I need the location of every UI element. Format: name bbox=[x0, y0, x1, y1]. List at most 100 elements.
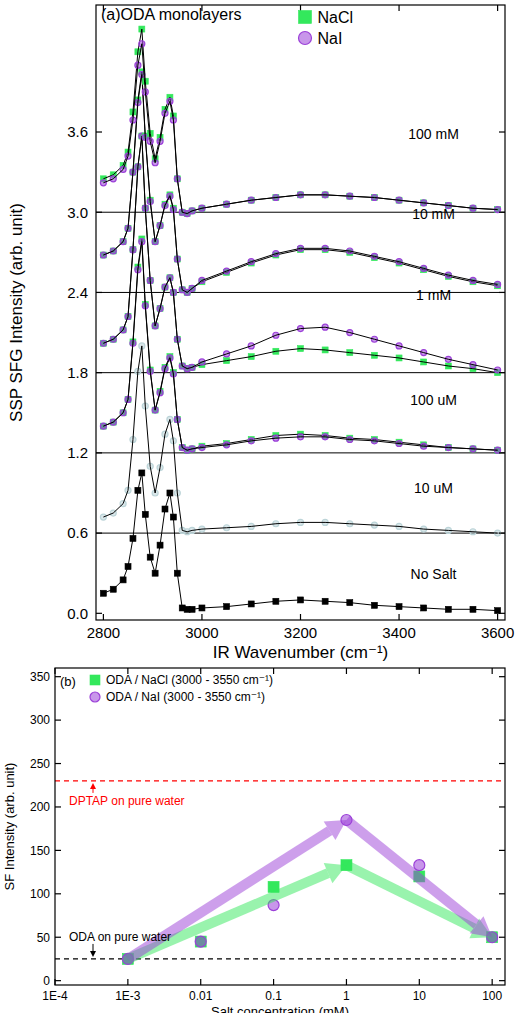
y-tick bbox=[96, 613, 102, 614]
series-line bbox=[103, 239, 497, 450]
annotation: 100 uM bbox=[410, 392, 457, 408]
legend-label: NaCl bbox=[318, 9, 354, 26]
trend-arrow-head bbox=[470, 916, 492, 937]
legend-label: NaI bbox=[318, 30, 343, 47]
y-tick-label: 0 bbox=[43, 974, 50, 988]
x-tick-top bbox=[497, 5, 498, 11]
baseline bbox=[96, 452, 505, 453]
legend-marker bbox=[90, 675, 100, 685]
data-point bbox=[195, 936, 206, 947]
y-tick-right bbox=[499, 806, 505, 807]
y-axis-label: SF Intensity (arb. unit) bbox=[2, 763, 17, 891]
series-line bbox=[103, 75, 497, 293]
x-axis-label: Salt concentration (mM) bbox=[211, 1004, 349, 1013]
x-tick-top bbox=[419, 668, 420, 674]
data-point bbox=[414, 860, 425, 871]
series-line bbox=[103, 72, 497, 293]
series-line bbox=[103, 44, 497, 214]
series-line bbox=[103, 136, 497, 373]
series bbox=[122, 860, 497, 965]
x-tick bbox=[300, 614, 301, 620]
y-tick bbox=[96, 452, 102, 453]
y-tick-right bbox=[499, 720, 505, 721]
y-tick-label: 0.0 bbox=[67, 605, 88, 622]
x-tick-label: 2800 bbox=[87, 624, 120, 641]
y-tick-right bbox=[499, 452, 505, 453]
series bbox=[100, 470, 500, 614]
series bbox=[100, 41, 500, 217]
y-tick bbox=[55, 806, 61, 807]
x-tick bbox=[492, 979, 493, 985]
x-tick-label: 0.1 bbox=[265, 989, 282, 1003]
trend bbox=[128, 820, 492, 959]
y-tick-right bbox=[499, 292, 505, 293]
trend-arrow bbox=[128, 873, 328, 959]
plot-area bbox=[96, 26, 505, 614]
x-tick bbox=[200, 979, 201, 985]
legend-label: ODA / NaI (3000 - 3550 cm⁻¹) bbox=[106, 690, 265, 704]
y-tick-label: 0.6 bbox=[67, 524, 88, 541]
annotation: No Salt bbox=[411, 566, 457, 582]
y-tick-right bbox=[499, 980, 505, 981]
series bbox=[100, 26, 500, 217]
chart-title: (a)ODA monolayers bbox=[101, 6, 242, 23]
y-tick-label: 1.8 bbox=[67, 364, 88, 381]
plot-area bbox=[55, 781, 505, 965]
reference-label: DPTAP on pure water bbox=[69, 794, 185, 808]
y-tick bbox=[55, 980, 61, 981]
trend-arrow-head bbox=[324, 863, 347, 883]
axes: 280030003200340036000.00.61.21.82.43.03.… bbox=[7, 5, 514, 662]
y-tick-right bbox=[499, 131, 505, 132]
x-tick-top bbox=[492, 668, 493, 674]
x-tick bbox=[54, 979, 55, 985]
figure: 280030003200340036000.00.61.21.82.43.03.… bbox=[0, 0, 515, 1013]
y-tick-right bbox=[499, 763, 505, 764]
data-point bbox=[195, 936, 206, 947]
y-tick-right bbox=[499, 613, 505, 614]
trend-arrow-head bbox=[324, 820, 347, 840]
x-axis-label: IR Wavenumber (cm⁻¹) bbox=[213, 643, 389, 662]
y-tick-label: 3.0 bbox=[67, 204, 88, 221]
y-tick bbox=[96, 372, 102, 373]
series bbox=[100, 236, 500, 453]
x-tick-top bbox=[54, 668, 55, 674]
baseline bbox=[96, 372, 505, 373]
x-tick-top bbox=[346, 668, 347, 674]
y-tick bbox=[55, 720, 61, 721]
x-tick bbox=[103, 614, 104, 620]
chart-title: (b) bbox=[60, 674, 76, 689]
y-tick-label: 200 bbox=[30, 800, 50, 814]
series-line bbox=[103, 136, 497, 370]
annotation: 10 uM bbox=[414, 480, 453, 496]
x-tick bbox=[398, 614, 399, 620]
trend bbox=[128, 863, 492, 959]
y-tick-label: 3.6 bbox=[67, 123, 88, 140]
series bbox=[100, 133, 500, 376]
axes: 1E-41E-30.010.11101000501001502002503003… bbox=[2, 668, 505, 1013]
x-tick bbox=[419, 979, 420, 985]
y-tick-label: 250 bbox=[30, 757, 50, 771]
y-tick bbox=[96, 212, 102, 213]
series bbox=[100, 69, 500, 296]
trend-arrow bbox=[346, 820, 476, 925]
series bbox=[100, 239, 500, 454]
legend-marker bbox=[299, 32, 312, 45]
y-tick-label: 100 bbox=[30, 887, 50, 901]
x-tick-label: 1 bbox=[343, 989, 350, 1003]
data-point bbox=[100, 514, 106, 520]
series bbox=[122, 814, 497, 964]
series bbox=[100, 343, 500, 536]
legend-label: ODA / NaCl (3000 - 3550 cm⁻¹) bbox=[106, 673, 273, 687]
legend: ODA / NaCl (3000 - 3550 cm⁻¹) ODA / NaI (… bbox=[90, 673, 273, 704]
y-tick-label: 50 bbox=[37, 931, 51, 945]
y-axis-label: SSP SFG Intensity (arb. unit) bbox=[7, 203, 26, 422]
y-tick bbox=[96, 532, 102, 533]
y-tick-right bbox=[499, 532, 505, 533]
baseline bbox=[96, 533, 505, 534]
series-line bbox=[103, 242, 497, 451]
y-tick-label: 1.2 bbox=[67, 444, 88, 461]
plot-frame bbox=[96, 5, 505, 620]
y-tick bbox=[55, 893, 61, 894]
reference-pointer bbox=[93, 944, 94, 952]
reference-label: ODA on pure water bbox=[69, 930, 171, 944]
